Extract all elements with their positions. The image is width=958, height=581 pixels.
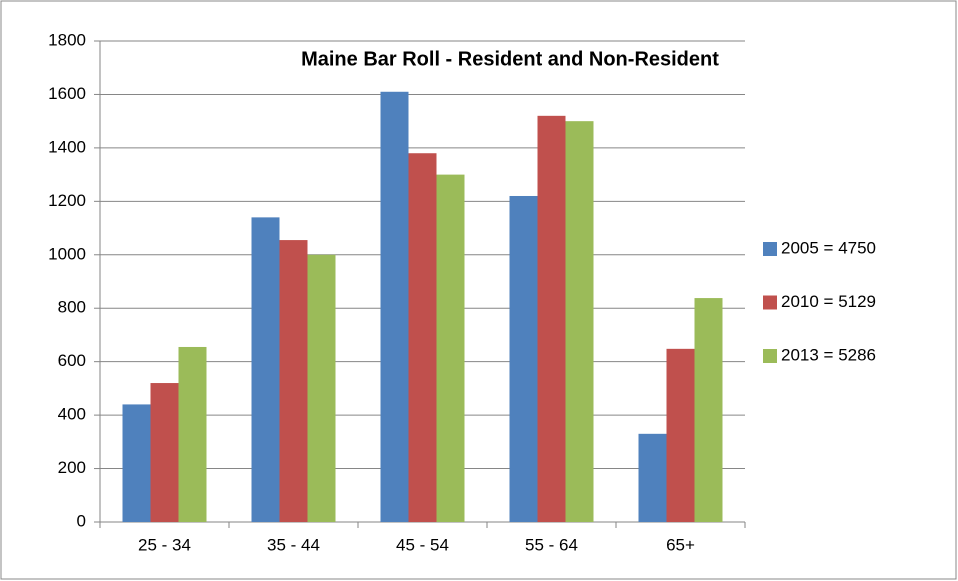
x-tick-label: 65+ — [666, 535, 695, 554]
x-tick-label: 45 - 54 — [396, 535, 449, 554]
y-tick-label: 600 — [58, 351, 86, 370]
x-tick-label: 35 - 44 — [267, 535, 320, 554]
bar — [150, 383, 179, 522]
y-tick-label: 800 — [58, 298, 86, 317]
bar — [537, 115, 566, 523]
y-tick-label: 1000 — [48, 244, 86, 263]
bar — [279, 240, 308, 522]
bar — [694, 298, 723, 522]
bar — [307, 254, 336, 522]
bar — [509, 195, 538, 522]
bar — [178, 346, 207, 522]
y-tick-label: 400 — [58, 405, 86, 424]
bar — [666, 348, 695, 522]
legend-swatch — [763, 242, 777, 256]
y-tick-label: 0 — [77, 511, 86, 530]
legend-label: 2010 = 5129 — [781, 292, 876, 311]
x-tick-label: 55 - 64 — [525, 535, 578, 554]
bar — [436, 174, 465, 522]
bar — [638, 433, 667, 522]
x-tick-label: 25 - 34 — [138, 535, 191, 554]
y-tick-label: 1400 — [48, 137, 86, 156]
y-tick-label: 200 — [58, 458, 86, 477]
bar — [122, 404, 151, 522]
y-tick-label: 1800 — [48, 30, 86, 49]
bar — [251, 217, 280, 522]
y-tick-label: 1200 — [48, 191, 86, 210]
bar — [565, 121, 594, 523]
legend-label: 2013 = 5286 — [781, 345, 876, 364]
y-tick-label: 1600 — [48, 84, 86, 103]
bar — [380, 91, 409, 523]
chart-title: Maine Bar Roll - Resident and Non-Reside… — [301, 48, 719, 70]
bar — [408, 153, 437, 522]
legend-label: 2005 = 4750 — [781, 238, 876, 257]
legend-swatch — [763, 349, 777, 363]
legend-swatch — [763, 295, 777, 310]
